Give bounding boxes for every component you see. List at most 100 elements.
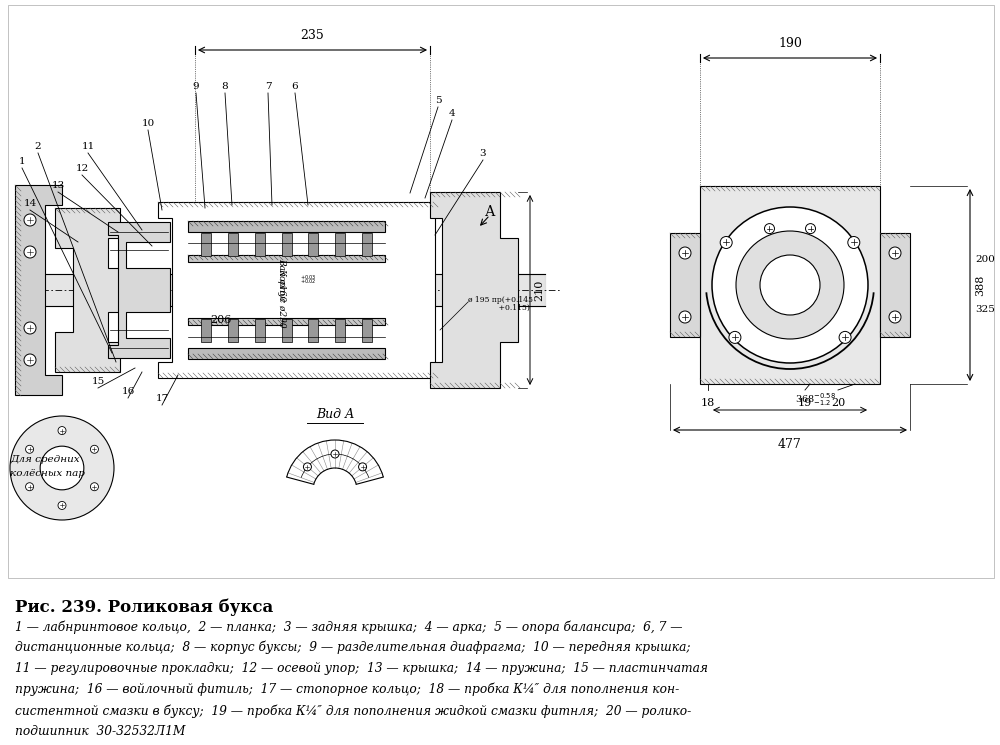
Text: 12: 12 — [75, 164, 89, 173]
Bar — [255, 319, 265, 342]
Circle shape — [764, 224, 774, 234]
Circle shape — [331, 450, 339, 458]
Polygon shape — [188, 348, 385, 359]
Text: 14: 14 — [23, 199, 37, 208]
Circle shape — [889, 247, 901, 259]
Text: систентной смазки в буксу;  19 — пробка К¼″ для пополнения жидкой смазки фитнля;: систентной смазки в буксу; 19 — пробка К… — [15, 704, 691, 717]
Bar — [8, 5, 994, 578]
Text: 210: 210 — [534, 279, 544, 301]
Text: дистанционные кольца;  8 — корпус буксы;  9 — разделительная диафрагма;  10 — пе: дистанционные кольца; 8 — корпус буксы; … — [15, 641, 690, 655]
Bar — [670, 233, 700, 337]
Circle shape — [24, 214, 36, 226]
Bar — [228, 319, 238, 342]
Polygon shape — [15, 185, 62, 395]
Text: ø 195 пр(+0.145: ø 195 пр(+0.145 — [468, 296, 533, 304]
Bar — [282, 233, 292, 256]
Circle shape — [679, 311, 691, 323]
Text: 1: 1 — [19, 157, 25, 166]
Circle shape — [806, 224, 816, 234]
Bar — [201, 233, 211, 256]
Polygon shape — [188, 318, 385, 325]
Circle shape — [889, 311, 901, 323]
Circle shape — [679, 247, 691, 259]
Text: +0.115): +0.115) — [482, 304, 530, 312]
Circle shape — [90, 446, 98, 453]
Circle shape — [760, 255, 820, 315]
Text: 8: 8 — [222, 82, 228, 91]
Circle shape — [24, 354, 36, 366]
Text: 206: 206 — [210, 315, 231, 325]
Polygon shape — [108, 222, 170, 358]
Text: 368$^{-0.58}_{-1.2}$: 368$^{-0.58}_{-1.2}$ — [795, 391, 836, 408]
Text: 2: 2 — [35, 142, 41, 151]
Circle shape — [359, 463, 367, 471]
Text: 13: 13 — [51, 181, 65, 190]
Polygon shape — [55, 208, 120, 372]
Polygon shape — [188, 221, 385, 232]
Text: А: А — [485, 205, 495, 219]
Polygon shape — [430, 192, 518, 388]
Text: 4: 4 — [449, 109, 455, 118]
Circle shape — [10, 416, 114, 520]
Text: 190: 190 — [778, 37, 802, 50]
Text: 10: 10 — [141, 119, 155, 128]
Bar — [228, 233, 238, 256]
Bar — [308, 319, 318, 342]
Circle shape — [848, 236, 860, 249]
Text: 477: 477 — [778, 438, 802, 451]
Text: 6: 6 — [292, 82, 298, 91]
Bar — [308, 233, 318, 256]
Bar — [282, 319, 292, 342]
Circle shape — [24, 322, 36, 334]
Circle shape — [26, 483, 34, 491]
Bar — [8, 5, 996, 580]
Circle shape — [729, 332, 741, 343]
Bar — [201, 319, 211, 342]
Text: 17: 17 — [155, 394, 169, 403]
Bar — [880, 233, 910, 337]
Text: 388: 388 — [975, 274, 985, 296]
Text: 11: 11 — [81, 142, 95, 151]
Text: 19: 19 — [798, 398, 812, 408]
Circle shape — [58, 501, 66, 510]
Text: 15: 15 — [91, 377, 105, 386]
Text: подшипник  30-32532Л1М: подшипник 30-32532Л1М — [15, 725, 185, 738]
Text: 7: 7 — [265, 82, 271, 91]
Circle shape — [736, 231, 844, 339]
Bar — [335, 233, 345, 256]
Circle shape — [58, 427, 66, 434]
Bar — [700, 186, 880, 384]
Text: 325: 325 — [975, 305, 995, 314]
Text: Вал ø160: Вал ø160 — [278, 259, 287, 302]
Text: 3: 3 — [480, 149, 486, 158]
Bar — [255, 233, 265, 256]
Text: 18: 18 — [701, 398, 715, 408]
Polygon shape — [188, 255, 385, 262]
Text: $^{+0.03}_{+0.02}$: $^{+0.03}_{+0.02}$ — [300, 273, 317, 287]
Text: пружина;  16 — войлочный фитиль;  17 — стопорное кольцо;  18 — пробка К¼″ для по: пружина; 16 — войлочный фитиль; 17 — сто… — [15, 683, 679, 697]
Bar — [335, 319, 345, 342]
Text: 235: 235 — [300, 29, 324, 42]
Circle shape — [712, 207, 868, 363]
Polygon shape — [158, 202, 435, 378]
Circle shape — [303, 463, 311, 471]
Circle shape — [839, 332, 851, 343]
Bar — [362, 319, 372, 342]
Circle shape — [720, 236, 732, 249]
Text: 1 — лабнринтовое кольцо,  2 — планка;  3 — задняя крышка;  4 — арка;  5 — опора : 1 — лабнринтовое кольцо, 2 — планка; 3 —… — [15, 620, 682, 633]
Text: 11 — регулировочные прокладки;  12 — осевой упор;  13 — крышка;  14 — пружина;  : 11 — регулировочные прокладки; 12 — осев… — [15, 662, 708, 675]
Text: 5: 5 — [435, 96, 441, 105]
Circle shape — [90, 483, 98, 491]
Bar — [362, 233, 372, 256]
Text: 9: 9 — [193, 82, 199, 91]
Text: Корпус ø290: Корпус ø290 — [278, 268, 287, 328]
Text: колёсных пар: колёсных пар — [10, 469, 85, 478]
Text: 20: 20 — [831, 398, 845, 408]
Text: Для средних: Для средних — [10, 455, 80, 464]
Circle shape — [24, 246, 36, 258]
Circle shape — [26, 446, 34, 453]
Text: 16: 16 — [121, 387, 135, 396]
Text: Вид А: Вид А — [316, 408, 354, 422]
Text: Рис. 239. Роликовая букса: Рис. 239. Роликовая букса — [15, 598, 273, 615]
Text: 200: 200 — [975, 256, 995, 264]
